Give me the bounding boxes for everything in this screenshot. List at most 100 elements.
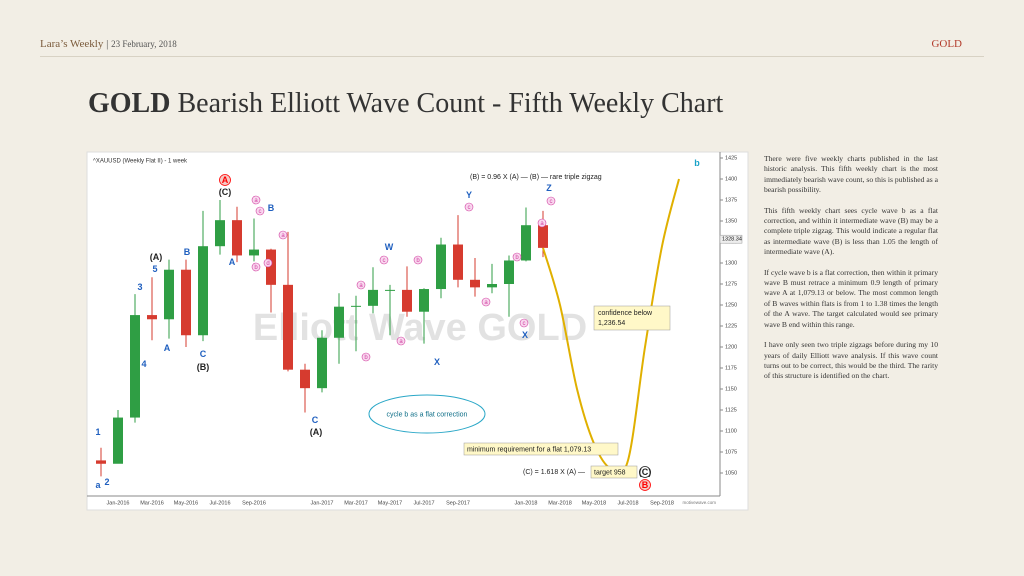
chart-header: ^XAUUSD (Weekly Flat II) - 1 week [93,159,188,165]
wave-circle [519,318,529,328]
wave-label: b [515,255,519,261]
wave-label: b [254,265,258,271]
wave-label: b [416,258,420,264]
wave-circle [356,280,366,290]
candle-body [249,249,259,256]
last-price-label: 1328.34 [722,237,742,243]
annotation: target 958 [594,469,626,476]
candle-body [470,279,480,288]
candle-body [436,244,446,290]
wave-circle [639,466,651,478]
wave-circle [413,255,423,265]
x-tick-label: Mar-2017 [344,500,368,506]
x-tick-label: Jul-2018 [617,500,638,506]
body-text: There were five weekly charts published … [764,154,938,392]
wave-label: c [523,321,526,327]
paragraph: I have only seen two triple zigzags befo… [764,340,938,381]
wave-circle [255,206,265,216]
candle-body [283,284,293,370]
wave-label: b [694,158,700,168]
wave-label: X [522,330,528,340]
candle-body [521,225,531,261]
y-tick-label: 1100 [725,428,737,434]
wave-label: c [550,199,553,205]
callout-box [463,442,619,456]
x-tick-label: Jan-2016 [107,500,130,506]
chart-frame [86,151,749,511]
wave-label: B [268,203,275,213]
candle-body [181,269,191,336]
paragraph: There were five weekly charts published … [764,154,938,195]
candle-body [232,220,242,256]
callout-box [593,305,671,331]
wave-label: A [164,343,171,353]
y-tick-label: 1075 [725,449,737,455]
x-tick-label: Jan-2017 [311,500,334,506]
wave-circle [481,297,491,307]
wave-label: d [266,261,269,267]
wave-label: b [364,355,368,361]
wave-circle [251,262,261,272]
wave-label: (A) [310,427,323,437]
credit: motivewave.com [682,500,716,505]
candle-body [538,225,548,248]
annotation: cycle b as a flat correction [387,411,468,418]
candle-body [368,289,378,306]
publication: Lara’s Weekly [40,38,104,50]
wave-label: (B) [197,362,210,372]
candle-body [334,306,344,338]
wave-label: W [385,242,394,252]
y-tick-label: 1350 [725,218,737,224]
wave-label: a [95,480,101,490]
wave-label: C [200,349,207,359]
wave-label: B [642,480,649,490]
candle-body [300,369,310,389]
wave-label: B [184,247,191,257]
x-tick-label: Mar-2016 [140,500,164,506]
date: 23 February, 2018 [111,39,177,49]
candle-body [402,289,412,312]
candle-body [96,460,106,464]
candle-body [351,305,361,307]
wave-label: 5 [152,264,157,274]
wave-circle [251,195,261,205]
wave-label: a [359,283,363,289]
wave-label: Y [466,190,472,200]
wave-label: (A) [150,252,163,262]
y-tick-label: 1375 [725,197,737,203]
y-tick-label: 1225 [725,323,737,329]
candle-body [215,220,225,247]
x-tick-label: May-2016 [174,500,198,506]
wave-label: 1 [95,427,100,437]
x-tick-label: Mar-2018 [548,500,572,506]
x-tick-label: May-2017 [378,500,402,506]
candle-body [504,260,514,284]
header: Lara’s Weekly | 23 February, 2018 [40,38,177,50]
separator: | [106,38,109,50]
y-tick-label: 1300 [725,260,737,266]
wave-label: a [254,198,258,204]
last-price-box [719,234,743,244]
candle-body [113,417,123,464]
annotation: (C) = 1.618 X (A) — [523,469,585,476]
wave-circle [396,336,406,346]
wave-label: A [222,175,229,185]
x-tick-label: Sep-2016 [242,500,266,506]
x-tick-label: Jan-2018 [515,500,538,506]
wave-circle [639,479,651,491]
y-tick-label: 1425 [725,155,737,161]
wave-label: a [540,221,544,227]
paragraph: This fifth weekly chart sees cycle wave … [764,205,938,257]
wave-label: 2 [104,477,109,487]
annotation: confidence below [598,310,653,317]
y-tick-label: 1200 [725,344,737,350]
y-tick-label: 1250 [725,302,737,308]
candle-body [419,289,429,312]
wave-label: c [468,205,471,211]
y-tick-label: 1050 [725,470,737,476]
x-tick-label: Sep-2018 [650,500,674,506]
title-bold: GOLD [88,88,171,119]
paragraph: If cycle wave b is a flat correction, th… [764,267,938,329]
